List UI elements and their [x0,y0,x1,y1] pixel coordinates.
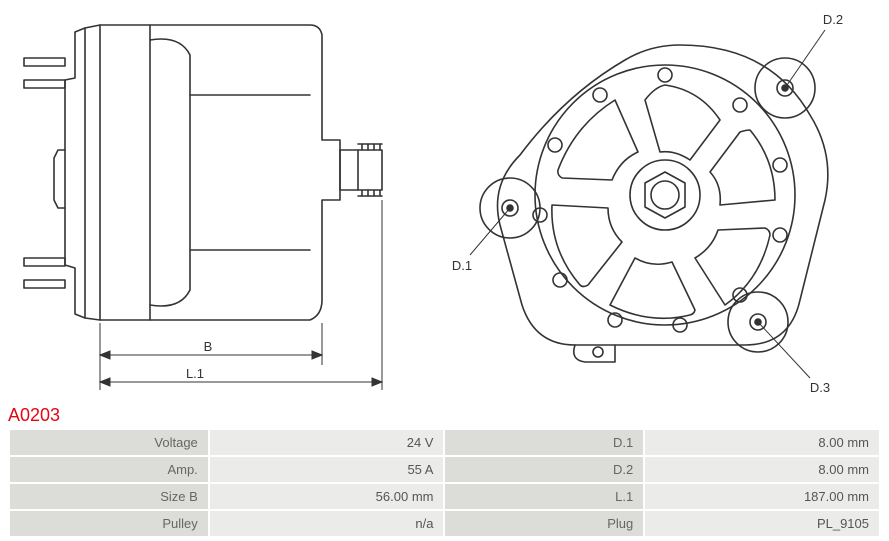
dim-label-d3: D.3 [810,380,830,395]
diagram-area: B L.1 [0,0,889,400]
spec-value: 8.00 mm [644,429,880,456]
spec-label: L.1 [444,483,644,510]
table-row: Size B 56.00 mm L.1 187.00 mm [9,483,880,510]
table-row: Amp. 55 A D.2 8.00 mm [9,456,880,483]
spec-value: n/a [209,510,445,537]
spec-value: 8.00 mm [644,456,880,483]
spec-label: Plug [444,510,644,537]
spec-label: D.1 [444,429,644,456]
spec-value: 24 V [209,429,445,456]
side-view-drawing: B L.1 [10,0,430,400]
spec-value: 56.00 mm [209,483,445,510]
spec-value: 55 A [209,456,445,483]
spec-label: Voltage [9,429,209,456]
spec-label: Size B [9,483,209,510]
dim-label-d1: D.1 [452,258,472,273]
dim-label-l1: L.1 [186,366,204,381]
spec-label: Pulley [9,510,209,537]
spec-value: PL_9105 [644,510,880,537]
table-row: Pulley n/a Plug PL_9105 [9,510,880,537]
spec-label: D.2 [444,456,644,483]
front-view-drawing: D.1 D.2 D.3 [440,0,880,400]
dim-label-b: B [204,339,213,354]
dim-label-d2: D.2 [823,12,843,27]
table-row: Voltage 24 V D.1 8.00 mm [9,429,880,456]
spec-value: 187.00 mm [644,483,880,510]
spec-label: Amp. [9,456,209,483]
part-number: A0203 [8,405,60,426]
spec-table: Voltage 24 V D.1 8.00 mm Amp. 55 A D.2 8… [8,428,881,538]
